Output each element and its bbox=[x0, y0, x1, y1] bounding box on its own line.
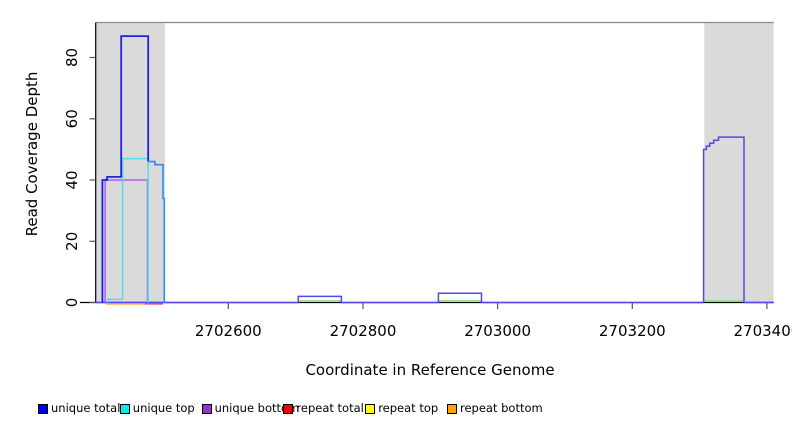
legend-swatch-icon bbox=[38, 404, 48, 414]
unique-total-tail-line bbox=[148, 160, 166, 303]
y-axis-title: Read Coverage Depth bbox=[23, 72, 41, 237]
unique-total-peak-line bbox=[101, 35, 150, 303]
y-axis-ticks: 0 20 40 60 80 bbox=[63, 48, 96, 307]
y-tick-label: 20 bbox=[63, 232, 81, 251]
legend: unique total unique top unique bottom repea… bbox=[0, 400, 792, 422]
legend-label: repeat bottom bbox=[460, 401, 543, 415]
x-tick-label: 2702600 bbox=[195, 322, 262, 340]
x-tick-label: 2703000 bbox=[464, 322, 531, 340]
legend-swatch-icon bbox=[447, 404, 457, 414]
y-tick-label: 60 bbox=[63, 109, 81, 128]
y-tick-label: 80 bbox=[63, 48, 81, 67]
legend-swatch-icon bbox=[365, 404, 376, 414]
legend-label: unique top bbox=[132, 401, 195, 415]
legend-label: unique total bbox=[51, 401, 121, 415]
y-tick-label: 0 bbox=[63, 298, 81, 308]
legend-label: repeat total bbox=[296, 401, 364, 415]
legend-swatch-icon bbox=[201, 404, 212, 414]
unique-top-line bbox=[107, 157, 149, 303]
y-tick-label: 40 bbox=[63, 170, 81, 189]
x-tick-label: 2703200 bbox=[599, 322, 666, 340]
left-gray-band bbox=[95, 22, 165, 303]
legend-swatch-icon bbox=[283, 404, 294, 414]
x-tick-label: 2702800 bbox=[330, 322, 397, 340]
legend-label: unique bottom bbox=[214, 401, 300, 415]
shaded-regions bbox=[95, 22, 774, 303]
legend-swatch-icon bbox=[119, 404, 130, 414]
coverage-series bbox=[95, 35, 774, 305]
legend-label: repeat top bbox=[378, 401, 439, 415]
total-and-bottom-line bbox=[95, 136, 774, 304]
right-gray-band bbox=[704, 22, 774, 303]
x-axis-title: Coordinate in Reference Genome bbox=[305, 361, 554, 379]
